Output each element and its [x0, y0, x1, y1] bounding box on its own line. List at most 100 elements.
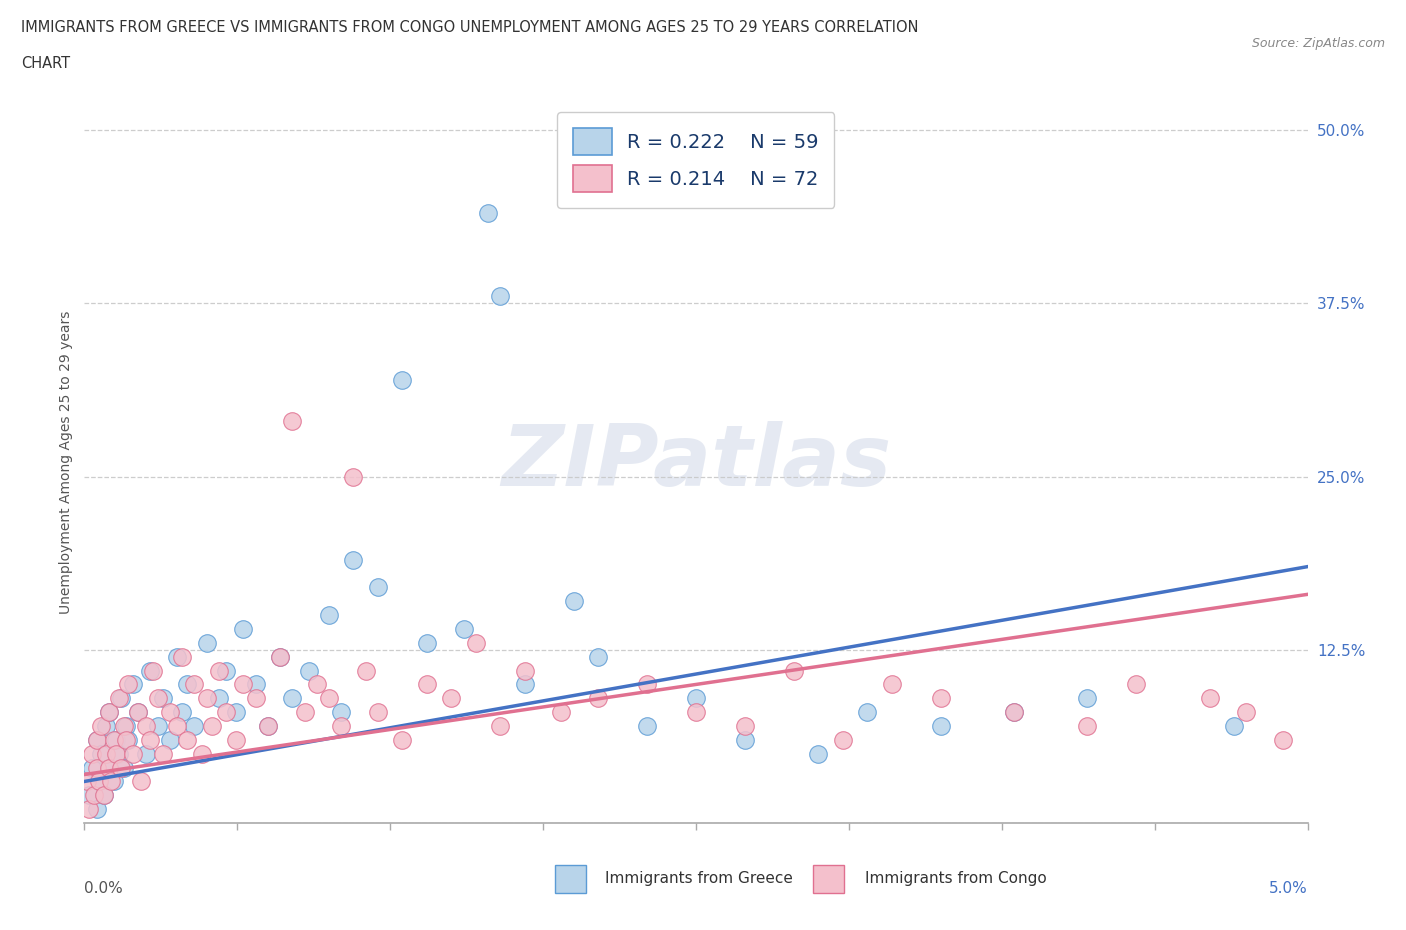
Point	[135, 746, 157, 761]
Point	[139, 733, 162, 748]
Point	[86, 802, 108, 817]
Point	[477, 206, 499, 220]
Point	[86, 733, 108, 748]
Point	[550, 705, 572, 720]
Point	[176, 677, 198, 692]
Point	[1002, 705, 1025, 720]
Point	[93, 788, 115, 803]
Point	[208, 691, 231, 706]
Point	[183, 719, 205, 734]
Point	[464, 635, 486, 650]
Point	[122, 746, 145, 761]
Point	[195, 691, 218, 706]
Point	[191, 746, 214, 761]
Y-axis label: Unemployment Among Ages 25 to 29 years: Unemployment Among Ages 25 to 29 years	[59, 311, 73, 615]
Point	[86, 760, 108, 775]
Text: Immigrants from Congo: Immigrants from Congo	[865, 871, 1046, 886]
Point	[215, 705, 238, 720]
Point	[115, 733, 138, 748]
Text: 0.0%: 0.0%	[84, 882, 124, 897]
Point	[586, 691, 609, 706]
Point	[93, 788, 115, 803]
Point	[225, 733, 247, 748]
Point	[1272, 733, 1295, 748]
Point	[245, 691, 267, 706]
Point	[453, 621, 475, 636]
Point	[107, 691, 129, 706]
Point	[112, 760, 135, 775]
Point	[1076, 691, 1098, 706]
Point	[245, 677, 267, 692]
Text: CHART: CHART	[21, 56, 70, 71]
Point	[330, 719, 353, 734]
Point	[342, 552, 364, 567]
Point	[172, 705, 194, 720]
Point	[586, 649, 609, 664]
Point	[281, 691, 304, 706]
Point	[86, 733, 108, 748]
Point	[100, 774, 122, 789]
Point	[103, 733, 125, 748]
Point	[159, 733, 181, 748]
Point	[1198, 691, 1220, 706]
Text: Source: ZipAtlas.com: Source: ZipAtlas.com	[1251, 37, 1385, 50]
Point	[342, 469, 364, 484]
Point	[90, 719, 112, 734]
Point	[76, 774, 98, 789]
Text: 5.0%: 5.0%	[1268, 882, 1308, 897]
Point	[103, 774, 125, 789]
Point	[929, 691, 952, 706]
Point	[367, 580, 389, 595]
Point	[232, 621, 254, 636]
Point	[166, 719, 188, 734]
Point	[105, 746, 128, 761]
Point	[90, 746, 112, 761]
Point	[152, 746, 174, 761]
Point	[1076, 719, 1098, 734]
Point	[97, 760, 120, 775]
Point	[107, 746, 129, 761]
Legend: R = 0.222    N = 59, R = 0.214    N = 72: R = 0.222 N = 59, R = 0.214 N = 72	[557, 112, 835, 208]
Point	[856, 705, 879, 720]
Point	[146, 691, 169, 706]
Point	[146, 719, 169, 734]
Point	[115, 719, 138, 734]
Point	[110, 691, 132, 706]
Point	[139, 663, 162, 678]
Point	[281, 414, 304, 429]
Point	[1234, 705, 1257, 720]
Point	[127, 705, 149, 720]
Point	[318, 607, 340, 622]
Point	[416, 677, 439, 692]
Point	[562, 594, 585, 609]
Point	[97, 760, 120, 775]
Point	[110, 760, 132, 775]
Point	[215, 663, 238, 678]
Point	[96, 719, 118, 734]
Point	[183, 677, 205, 692]
Point	[269, 649, 291, 664]
Point	[807, 746, 830, 761]
Point	[172, 649, 194, 664]
Point	[831, 733, 853, 748]
Point	[159, 705, 181, 720]
Point	[269, 649, 291, 664]
Point	[391, 733, 413, 748]
Point	[257, 719, 280, 734]
Point	[318, 691, 340, 706]
Point	[129, 774, 152, 789]
Point	[152, 691, 174, 706]
Point	[97, 705, 120, 720]
Point	[117, 677, 139, 692]
Point	[367, 705, 389, 720]
Point	[96, 746, 118, 761]
Point	[685, 691, 707, 706]
Point	[636, 677, 658, 692]
Point	[232, 677, 254, 692]
Text: IMMIGRANTS FROM GREECE VS IMMIGRANTS FROM CONGO UNEMPLOYMENT AMONG AGES 25 TO 29: IMMIGRANTS FROM GREECE VS IMMIGRANTS FRO…	[21, 20, 918, 35]
Point	[112, 719, 135, 734]
Text: Immigrants from Greece: Immigrants from Greece	[605, 871, 793, 886]
Point	[489, 289, 512, 304]
Point	[1002, 705, 1025, 720]
Text: ZIPatlas: ZIPatlas	[501, 421, 891, 504]
